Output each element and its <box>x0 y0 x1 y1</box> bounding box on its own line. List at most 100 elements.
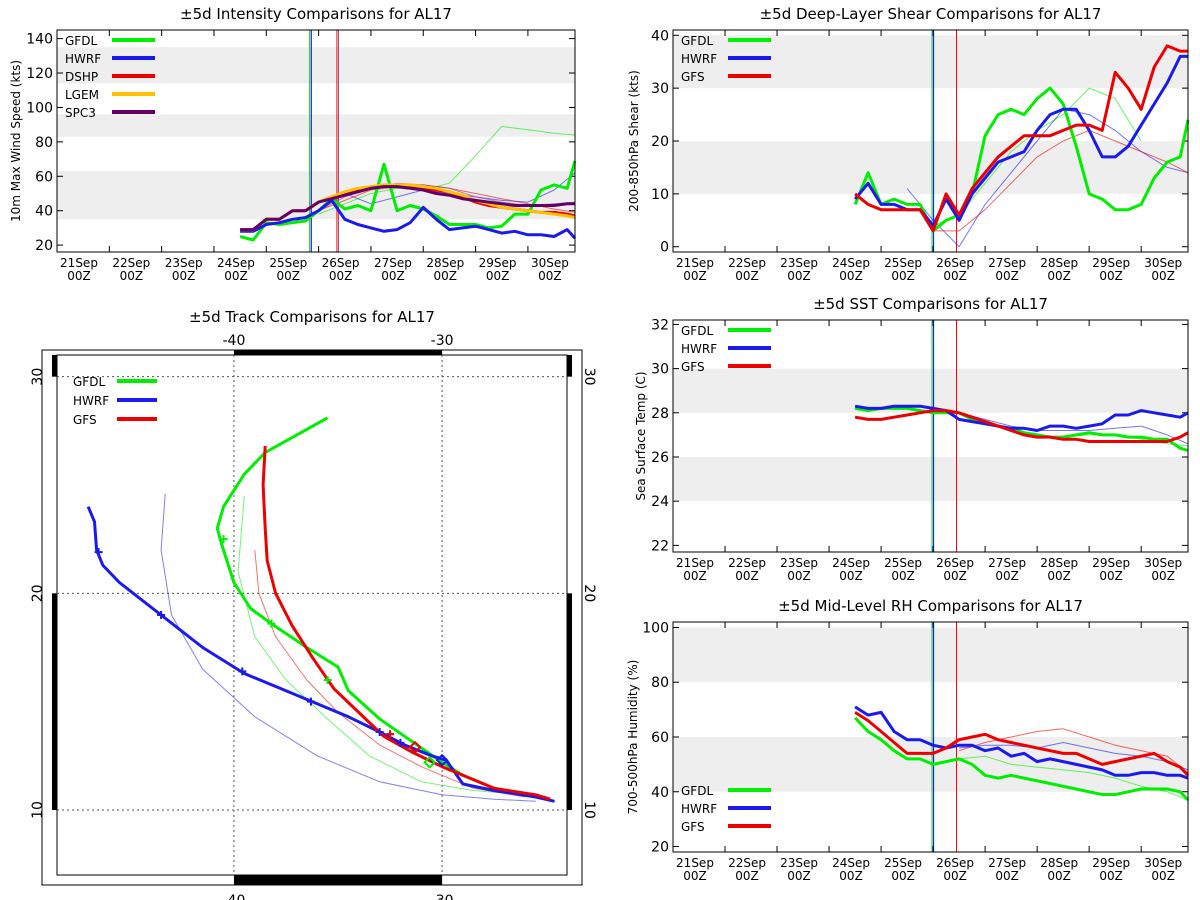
x-tick-label-hour: 00Z <box>1047 869 1071 883</box>
x-tick-label-date: 24Sep <box>832 856 870 870</box>
y-axis-label: Sea Surface Temp (C) <box>634 371 648 500</box>
x-tick-label-date: 30Sep <box>1144 556 1182 570</box>
y-tick-label: 40 <box>651 28 669 44</box>
latitude-label-right: 30 <box>581 368 597 386</box>
x-tick-label-date: 25Sep <box>884 256 922 270</box>
legend-label: SPC3 <box>65 106 96 120</box>
x-tick-label-hour: 00Z <box>120 269 144 283</box>
x-tick-label-date: 30Sep <box>531 256 569 270</box>
y-tick-label: 20 <box>35 238 53 254</box>
longitude-label-top: -40 <box>223 333 246 349</box>
track-position-marker <box>157 611 166 619</box>
shaded-band <box>673 368 1188 413</box>
x-tick-label-date: 27Sep <box>988 556 1026 570</box>
x-tick-label-hour: 00Z <box>1099 869 1123 883</box>
legend-label: HWRF <box>65 52 101 66</box>
y-tick-label: 28 <box>651 406 669 422</box>
latitude-label-left: 20 <box>30 584 46 602</box>
x-tick-label-hour: 00Z <box>839 269 863 283</box>
x-tick-label-date: 29Sep <box>1092 256 1130 270</box>
series-line-gfs-thin <box>933 129 1189 232</box>
y-tick-label: 60 <box>35 169 53 185</box>
shaded-band <box>673 456 1188 502</box>
x-tick-label-hour: 00Z <box>839 569 863 583</box>
x-tick-label-hour: 00Z <box>787 569 811 583</box>
latitude-label-left: 10 <box>30 801 46 819</box>
track-line-gfs <box>261 445 551 801</box>
x-tick-label-date: 22Sep <box>728 256 766 270</box>
y-axis-label: 10m Max Wind Speed (kts) <box>9 60 23 222</box>
x-tick-label-hour: 00Z <box>891 869 915 883</box>
map-border-bar <box>52 355 57 377</box>
latitude-label-right: 20 <box>581 584 597 602</box>
x-tick-label-date: 28Sep <box>1040 856 1078 870</box>
y-tick-label: 140 <box>26 32 53 48</box>
x-tick-label-hour: 00Z <box>1047 269 1071 283</box>
legend-label: HWRF <box>681 802 717 816</box>
x-tick-label-date: 21Sep <box>60 256 98 270</box>
series-line-gfdl <box>854 716 1190 802</box>
legend-label: GFS <box>681 360 705 374</box>
map-border-bar <box>233 350 443 355</box>
legend-label: HWRF <box>681 342 717 356</box>
track-line-gfs-thin <box>254 549 526 798</box>
series-line-gfdl <box>854 406 1189 452</box>
x-tick-label-date: 21Sep <box>676 256 714 270</box>
plot-frame <box>672 319 1189 553</box>
x-tick-label-date: 29Sep <box>1092 856 1130 870</box>
legend-label: GFS <box>681 820 705 834</box>
legend-label: GFS <box>73 413 97 427</box>
x-tick-label-date: 30Sep <box>1144 256 1182 270</box>
panel-shear: ±5d Deep-Layer Shear Comparisons for AL1… <box>627 5 1190 283</box>
y-tick-label: 0 <box>660 240 669 256</box>
x-tick-label-hour: 00Z <box>787 269 811 283</box>
x-tick-label-hour: 00Z <box>538 269 562 283</box>
plot-frame <box>56 29 576 253</box>
series-line-gfs <box>854 44 1188 233</box>
x-tick-label-hour: 00Z <box>891 569 915 583</box>
x-tick-label-hour: 00Z <box>1099 569 1123 583</box>
series-line-spc3 <box>240 185 575 232</box>
x-tick-label-hour: 00Z <box>683 269 707 283</box>
map-border-bar <box>52 593 57 810</box>
chart-title: ±5d Track Comparisons for AL17 <box>189 308 435 326</box>
series-line-gfdl <box>239 160 577 242</box>
legend-label: DSHP <box>65 70 98 84</box>
series-line-hwrf <box>854 404 1189 432</box>
track-line-hwrf <box>86 506 555 803</box>
y-tick-label: 24 <box>651 494 669 510</box>
x-tick-label-hour: 00Z <box>683 569 707 583</box>
x-tick-label-hour: 00Z <box>995 269 1019 283</box>
panel-rh: ±5d Mid-Level RH Comparisons for AL17 700… <box>626 597 1190 883</box>
series-line-hwrf <box>240 198 577 240</box>
latitude-label-right: 10 <box>581 801 597 819</box>
x-tick-label-date: 22Sep <box>112 256 150 270</box>
y-tick-label: 80 <box>35 135 53 151</box>
longitude-label-top: -30 <box>431 333 454 349</box>
map-border-bar <box>567 593 572 810</box>
series-line-gfdl-thin <box>318 125 576 215</box>
x-tick-label-hour: 00Z <box>381 269 405 283</box>
series-line-hwrf-thin <box>906 108 1189 248</box>
series-line-hwrf-thin <box>959 742 1189 771</box>
x-tick-label-hour: 00Z <box>995 569 1019 583</box>
x-tick-label-date: 29Sep <box>479 256 517 270</box>
legend-label: GFDL <box>681 324 713 338</box>
track-diamond-marker <box>435 753 449 767</box>
y-tick-label: 26 <box>651 450 669 466</box>
x-tick-label-hour: 00Z <box>839 869 863 883</box>
x-tick-label-hour: 00Z <box>224 269 248 283</box>
x-tick-label-date: 24Sep <box>832 256 870 270</box>
track-line-hwrf-thin <box>160 493 536 802</box>
track-position-marker <box>238 667 247 676</box>
x-tick-label-date: 22Sep <box>728 556 766 570</box>
longitude-label-bottom: -30 <box>431 893 454 900</box>
x-tick-label-date: 23Sep <box>780 556 818 570</box>
plot-frame <box>672 621 1189 853</box>
x-tick-label-hour: 00Z <box>172 269 196 283</box>
track-diamond-marker <box>423 755 437 769</box>
x-tick-label-date: 23Sep <box>780 256 818 270</box>
x-tick-label-hour: 00Z <box>434 269 458 283</box>
series-line-hwrf <box>854 705 1189 780</box>
y-tick-label: 100 <box>642 620 669 636</box>
